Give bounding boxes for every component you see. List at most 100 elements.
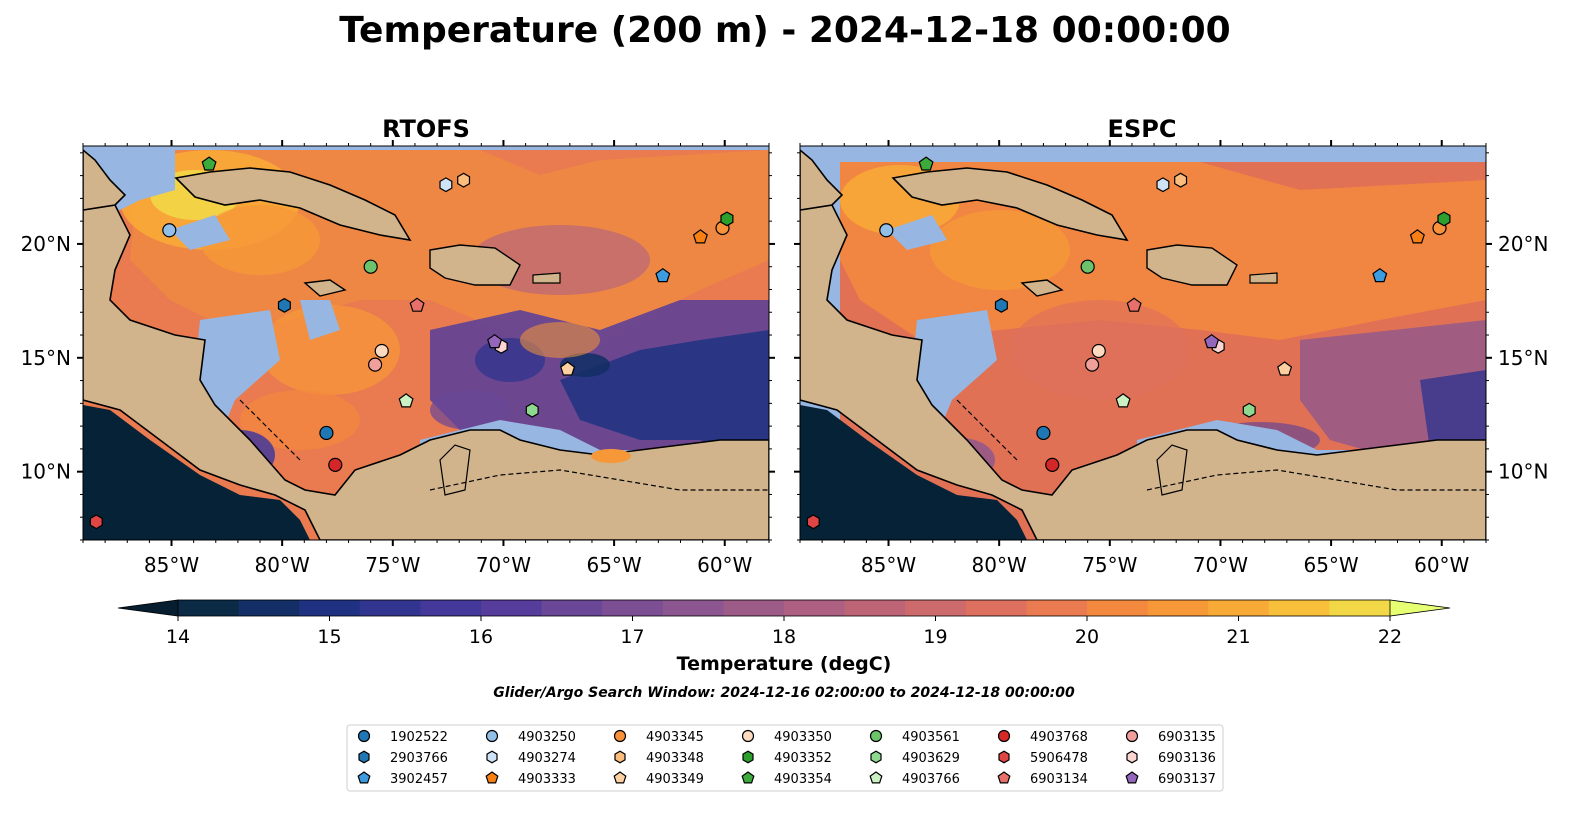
figure-title: Temperature (200 m) - 2024-12-18 00:00:0… xyxy=(339,10,1230,51)
legend-marker-6903134 xyxy=(997,771,1011,784)
legend-item-4903629: 4903629 xyxy=(870,750,960,766)
x-tick-label: 70°W xyxy=(1193,553,1248,577)
colorbar-tick-label: 14 xyxy=(166,626,190,648)
marker-6903137 xyxy=(487,333,503,349)
legend-marker-4903345 xyxy=(613,729,627,743)
y-tick-label: 15°N xyxy=(21,346,71,370)
colorbar-segment xyxy=(965,600,1027,616)
search-window-text: Glider/Argo Search Window: 2024-12-16 02… xyxy=(493,685,1075,701)
legend-marker-4903348 xyxy=(614,750,626,764)
axis-ticks-espc: 85°W 80°W 75°W 70°W 65°W 60°W 10°N 15°N 20°N xyxy=(794,140,1548,577)
legend-item-5906478: 5906478 xyxy=(998,750,1088,766)
y-tick-label: 15°N xyxy=(1498,346,1548,370)
legend-label: 4903629 xyxy=(902,751,960,766)
x-tick-label: 60°W xyxy=(697,553,752,577)
colorbar-ticks: 14 15 16 17 18 19 20 21 22 xyxy=(166,616,1402,648)
legend-item-4903354: 4903354 xyxy=(741,771,832,787)
colorbar-segment xyxy=(844,600,906,616)
legend-label: 4903561 xyxy=(902,730,960,745)
legend-marker-4903350 xyxy=(741,729,755,743)
legend-label: 1902522 xyxy=(390,730,448,745)
marker-4903348 xyxy=(457,172,471,188)
legend-item-4903349: 4903349 xyxy=(613,771,704,787)
marker-4903274 xyxy=(1156,177,1170,193)
marker-4903561 xyxy=(363,259,378,274)
colorbar-segment xyxy=(1268,600,1330,616)
legend-label: 4903350 xyxy=(774,730,832,745)
legend-item-4903350: 4903350 xyxy=(741,729,832,745)
legend-marker-4903561 xyxy=(869,729,883,743)
legend-item-6903136: 6903136 xyxy=(1126,750,1216,766)
marker-4903629 xyxy=(525,402,539,418)
legend-label: 4903354 xyxy=(774,772,832,787)
legend-item-4903345: 4903345 xyxy=(613,729,704,745)
legend-label: 6903136 xyxy=(1158,751,1216,766)
marker-4903352 xyxy=(720,211,734,227)
colorbar-tick-label: 22 xyxy=(1378,626,1402,648)
colorbar-segment xyxy=(238,600,300,616)
panel-title-rtofs: RTOFS xyxy=(382,115,470,143)
panel-title-espc: ESPC xyxy=(1108,115,1177,143)
colorbar-segments xyxy=(117,599,1451,617)
marker-6903135 xyxy=(368,357,383,372)
x-tick-label: 65°W xyxy=(1303,553,1358,577)
colorbar-tick-label: 20 xyxy=(1075,626,1099,648)
legend: 1902522 2903766 3902457 4903250 4903274 49033… xyxy=(357,729,1216,787)
legend-marker-4903352 xyxy=(742,750,754,764)
legend-marker-4903349 xyxy=(613,771,627,784)
legend-marker-4903629 xyxy=(870,750,882,764)
legend-label: 4903274 xyxy=(518,751,576,766)
colorbar-segment xyxy=(723,600,785,616)
legend-marker-5906478 xyxy=(998,750,1010,764)
map-area-espc xyxy=(800,146,1486,540)
legend-item-3902457: 3902457 xyxy=(357,771,448,787)
legend-item-6903137: 6903137 xyxy=(1125,771,1216,787)
marker-1902522 xyxy=(319,425,334,441)
colorbar-segment xyxy=(1208,600,1270,616)
colorbar-segment xyxy=(784,600,846,616)
legend-label: 6903137 xyxy=(1158,772,1216,787)
legend-label: 3902457 xyxy=(390,772,448,787)
marker-4903561 xyxy=(1080,259,1095,274)
colorbar-tick-label: 18 xyxy=(772,626,796,648)
y-tick-label: 10°N xyxy=(1498,460,1548,484)
x-tick-label: 85°W xyxy=(861,553,916,577)
legend-marker-4903766 xyxy=(869,771,883,784)
x-tick-label: 85°W xyxy=(144,553,199,577)
legend-item-6903135: 6903135 xyxy=(1125,729,1216,745)
x-tick-label: 75°W xyxy=(1082,553,1137,577)
marker-4903274 xyxy=(439,177,453,193)
legend-marker-6903137 xyxy=(1125,771,1139,784)
marker-1902522 xyxy=(1036,425,1051,441)
marker-6903134 xyxy=(409,297,425,312)
legend-item-4903768: 4903768 xyxy=(997,729,1088,745)
legend-item-4903561: 4903561 xyxy=(869,729,960,745)
marker-4903250 xyxy=(879,223,894,238)
marker-4903333 xyxy=(692,229,708,244)
colorbar: 14 15 16 17 18 19 20 21 22 Temperature (degC) Gl… xyxy=(117,599,1451,701)
marker-4903354 xyxy=(201,156,217,171)
colorbar-tick-label: 21 xyxy=(1226,626,1250,648)
marker-4903768 xyxy=(328,457,343,472)
x-tick-label: 60°W xyxy=(1414,553,1469,577)
colorbar-tick-label: 17 xyxy=(620,626,644,648)
panel-espc: ESPC 85° xyxy=(794,115,1548,577)
x-tick-label: 75°W xyxy=(365,553,420,577)
legend-label: 6903134 xyxy=(1030,772,1088,787)
legend-marker-4903333 xyxy=(485,771,499,784)
legend-label: 5906478 xyxy=(1030,751,1088,766)
legend-item-6903134: 6903134 xyxy=(997,771,1088,787)
marker-5906478 xyxy=(89,514,103,530)
marker-6903137 xyxy=(1204,333,1220,349)
colorbar-segment xyxy=(541,600,603,616)
legend-label: 6903135 xyxy=(1158,730,1216,745)
y-tick-label: 20°N xyxy=(1498,232,1548,256)
colorbar-segment xyxy=(481,600,543,616)
y-tick-label: 20°N xyxy=(21,232,71,256)
colorbar-segment xyxy=(905,600,967,616)
axis-ticks-rtofs: 85°W 80°W 75°W 70°W 65°W 60°W 10°N 15°N 20°N xyxy=(21,140,775,577)
colorbar-segment xyxy=(602,600,664,616)
legend-label: 4903349 xyxy=(646,772,704,787)
legend-marker-3902457 xyxy=(357,771,371,784)
